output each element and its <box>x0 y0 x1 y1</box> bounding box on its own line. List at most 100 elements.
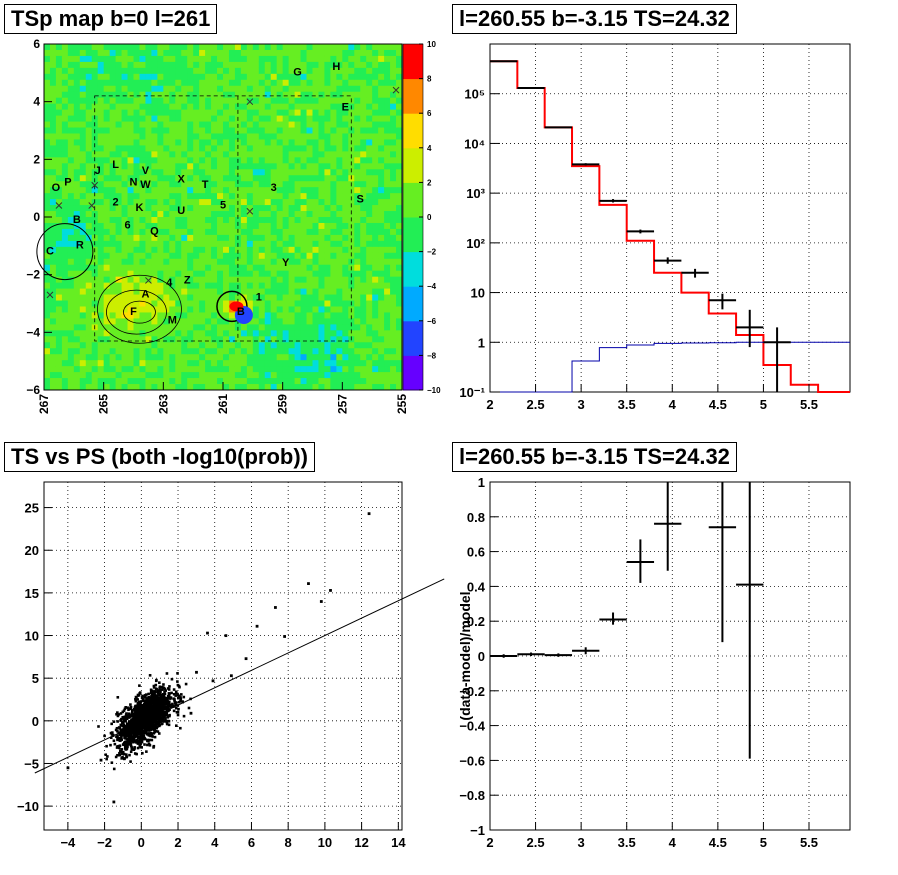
scatter-point <box>160 698 163 702</box>
scatter-point <box>146 732 150 735</box>
scatter-point <box>153 730 157 734</box>
color-scale-segment <box>403 78 423 114</box>
residual-x-tick-label: 5.5 <box>800 835 818 850</box>
scatter-point <box>159 710 162 714</box>
scatter-point <box>140 732 144 735</box>
scatter-point <box>134 704 138 708</box>
scatter-point <box>174 703 178 707</box>
source-label: A <box>141 289 149 301</box>
source-cross <box>392 86 400 94</box>
scatter-point <box>153 735 157 739</box>
scatter-point <box>142 717 145 721</box>
residual-y-tick-label: 0.8 <box>467 510 485 525</box>
scatter-point <box>158 706 162 710</box>
scatter-point <box>117 746 121 749</box>
scatter-point <box>134 722 138 726</box>
color-scale-segment <box>403 251 423 287</box>
scatter-point <box>134 699 138 703</box>
scatter-point <box>169 703 173 707</box>
scatter-point <box>144 696 147 699</box>
scatter-point <box>138 731 142 735</box>
scatter-point <box>116 738 119 742</box>
scatter-point <box>160 702 163 706</box>
scatter-point <box>119 729 123 733</box>
scatter-point <box>167 692 171 695</box>
scatter-point <box>134 698 137 701</box>
scatter-point <box>105 757 108 761</box>
color-scale-segment <box>403 113 423 149</box>
scatter-point <box>154 724 158 728</box>
scatter-point <box>132 712 136 716</box>
scatter-point <box>123 757 126 760</box>
scatter-point <box>165 712 168 716</box>
scatter-point <box>120 757 123 760</box>
scatter-point <box>161 705 164 709</box>
residual-panel: 2 2.5 3 3.5 4 4.5 5 5.5 1 0.8 0.6 0.4 0.2 0 −0.2 −0.4 −0… <box>457 475 851 850</box>
scatter-point <box>158 688 162 692</box>
scatter-point <box>181 700 184 703</box>
scatter-point <box>148 713 152 717</box>
tsp-map-y-tick-label: −2 <box>26 268 40 282</box>
source-label: Y <box>282 257 290 269</box>
residual-y-tick-label: −0.6 <box>459 753 485 768</box>
scatter-point <box>126 741 129 744</box>
scatter-point <box>206 631 209 635</box>
scatter-y-tick-label: 10 <box>25 629 39 644</box>
scatter-point <box>149 709 152 713</box>
color-scale-tick-label: −4 <box>427 282 437 291</box>
scatter-point <box>133 746 136 749</box>
scatter-point <box>121 728 125 731</box>
scatter-point <box>125 717 129 721</box>
scatter-point <box>133 752 137 755</box>
source-label: 6 <box>124 220 130 232</box>
scatter-point <box>121 710 125 714</box>
scatter-point <box>132 708 136 711</box>
ts-vs-ps-panel: −4 −2 0 2 4 6 8 10 12 14 25 20 15 10 5 0 −5 −10 <box>17 481 445 850</box>
scatter-point <box>133 720 137 723</box>
scatter-point <box>187 706 191 710</box>
scatter-point <box>163 706 167 710</box>
source-label: K <box>135 202 143 214</box>
scatter-point <box>125 733 128 737</box>
scatter-point <box>120 752 124 755</box>
scatter-point <box>136 737 140 740</box>
scatter-point <box>142 716 146 719</box>
residual-ylabel: (data-model)/model <box>457 591 473 720</box>
residual-title: l=260.55 b=-3.15 TS=24.32 <box>452 442 737 472</box>
scatter-point <box>129 721 133 724</box>
source-label: J <box>95 165 101 177</box>
scatter-point <box>146 728 149 732</box>
scatter-point <box>123 733 126 736</box>
scatter-point <box>136 698 139 701</box>
scatter-point <box>145 704 149 708</box>
residual-y-tick-label: −0.4 <box>459 719 485 734</box>
scatter-point <box>148 726 151 729</box>
scatter-point <box>125 712 128 715</box>
scatter-point <box>147 742 151 746</box>
scatter-point <box>158 720 161 723</box>
scatter-y-tick-label: 5 <box>32 671 39 686</box>
scatter-point <box>165 722 169 726</box>
scatter-point <box>129 703 132 706</box>
scatter-point <box>130 728 133 732</box>
spectrum-y-tick-label: 10² <box>466 236 485 251</box>
scatter-point <box>152 746 155 749</box>
color-scale-tick-label: 2 <box>427 178 432 187</box>
scatter-point <box>177 707 180 711</box>
scatter-point <box>116 753 119 757</box>
residual-y-tick-label: 0 <box>478 649 485 664</box>
source-label: F <box>130 306 137 318</box>
scatter-point <box>172 709 176 713</box>
scatter-x-tick-label: 6 <box>248 835 255 850</box>
scatter-point <box>274 606 277 609</box>
scatter-point <box>123 707 127 711</box>
source-label: S <box>357 194 364 206</box>
scatter-point <box>136 709 140 713</box>
scatter-point <box>160 712 164 716</box>
scatter-point <box>167 723 171 727</box>
peak-marker <box>229 301 244 312</box>
tsp-map-x-tick-label: 263 <box>156 394 170 414</box>
scatter-point <box>148 717 152 721</box>
scatter-point <box>161 693 165 696</box>
scatter-point <box>139 742 142 746</box>
